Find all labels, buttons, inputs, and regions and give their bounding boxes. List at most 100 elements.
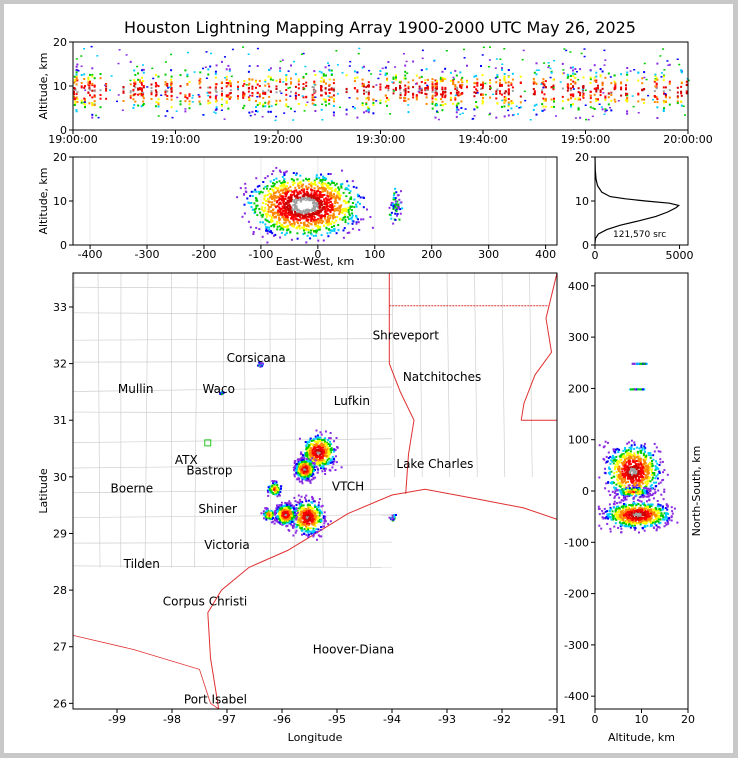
lightning-source — [326, 456, 329, 459]
source-point — [306, 191, 309, 194]
source-point — [617, 100, 620, 102]
source-point — [227, 107, 230, 110]
source-point — [332, 114, 335, 117]
source-point — [150, 93, 153, 96]
source-point — [142, 93, 145, 96]
source-point — [507, 105, 510, 108]
lightning-source — [320, 467, 322, 470]
source-point — [547, 62, 550, 64]
source-point — [268, 192, 271, 195]
source-point — [356, 76, 359, 79]
lightning-source — [318, 501, 320, 504]
source-point — [184, 69, 187, 72]
source-point — [336, 201, 339, 204]
source-point — [273, 234, 275, 237]
source-point — [315, 221, 318, 224]
source-point — [455, 115, 458, 118]
lightning-source — [316, 438, 319, 441]
source-point — [318, 187, 321, 189]
source-point — [434, 91, 437, 94]
source-point — [333, 230, 336, 232]
source-point — [299, 174, 302, 177]
source-point — [507, 81, 510, 84]
source-point — [270, 217, 273, 220]
source-point — [139, 80, 141, 83]
source-point — [243, 80, 246, 82]
source-point — [213, 111, 216, 113]
source-point — [267, 197, 270, 200]
lightning-source — [322, 449, 325, 452]
source-point — [398, 81, 401, 83]
lightning-source — [316, 519, 319, 521]
source-point — [481, 74, 484, 77]
source-point — [319, 193, 322, 196]
source-point — [253, 202, 256, 205]
source-point — [303, 206, 306, 209]
source-point — [214, 70, 217, 73]
source-point — [431, 86, 434, 89]
source-point — [207, 94, 210, 97]
source-point — [287, 87, 290, 89]
lightning-source — [312, 447, 315, 450]
source-point — [267, 82, 270, 85]
source-point — [186, 75, 189, 78]
source-point — [397, 194, 400, 197]
source-point — [300, 189, 303, 192]
lightning-source — [309, 506, 312, 509]
source-point — [579, 94, 582, 97]
lightning-source — [292, 505, 295, 508]
lightning-source — [270, 509, 273, 512]
source-point — [585, 118, 588, 121]
source-point — [349, 205, 352, 208]
source-point — [561, 62, 564, 65]
source-point — [256, 65, 259, 67]
source-point — [336, 190, 339, 193]
source-point — [154, 105, 157, 108]
source-point — [317, 203, 320, 206]
source-point — [455, 104, 458, 107]
source-point — [83, 97, 86, 100]
lightning-source — [312, 453, 315, 456]
source-point — [434, 87, 437, 90]
source-point — [73, 75, 76, 78]
source-point — [318, 200, 321, 203]
lightning-source — [304, 453, 307, 456]
source-point — [310, 233, 313, 236]
source-point — [300, 197, 303, 199]
source-point — [286, 181, 289, 184]
source-point — [338, 206, 341, 209]
source-point — [357, 194, 360, 197]
source-point — [292, 199, 295, 202]
source-point — [266, 185, 269, 188]
source-point — [496, 76, 499, 78]
lightning-source — [293, 516, 296, 519]
source-point — [270, 225, 273, 228]
source-point — [229, 83, 232, 86]
source-point — [682, 105, 685, 107]
lightning-source — [305, 530, 308, 532]
source-point — [265, 219, 268, 222]
source-point — [394, 200, 397, 203]
source-point — [197, 94, 200, 96]
lightning-source — [309, 460, 312, 463]
source-point — [297, 87, 300, 90]
source-point — [157, 101, 160, 104]
source-point — [355, 203, 357, 206]
source-point — [254, 210, 257, 213]
source-point — [309, 218, 312, 221]
source-point — [327, 182, 330, 184]
lightning-source — [294, 523, 297, 526]
lightning-source — [305, 518, 308, 521]
source-point — [637, 71, 640, 74]
lightning-source — [307, 479, 310, 482]
source-point — [592, 107, 595, 109]
source-point — [302, 83, 305, 85]
source-point — [142, 64, 144, 66]
source-point — [273, 198, 276, 201]
source-point — [285, 225, 288, 228]
source-point — [274, 186, 277, 189]
source-point — [418, 89, 421, 92]
source-point — [349, 60, 352, 63]
source-point — [459, 93, 462, 96]
